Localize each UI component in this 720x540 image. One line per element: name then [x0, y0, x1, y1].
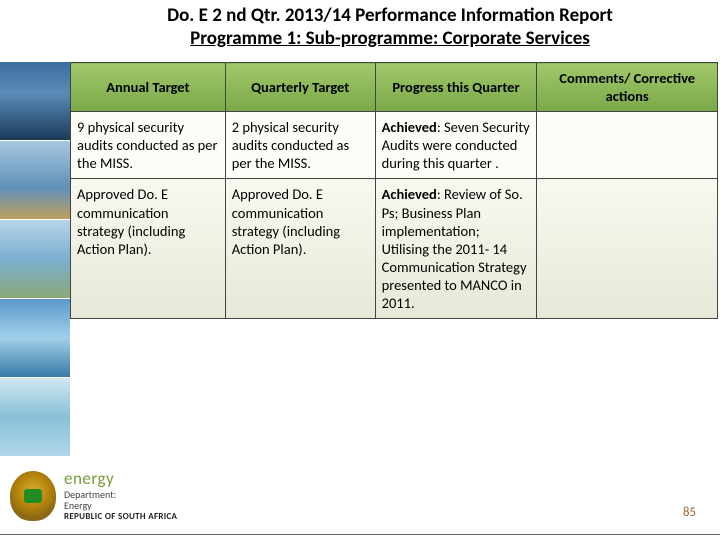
table-header-row: Annual Target Quarterly Target Progress … — [71, 63, 718, 112]
department-name: Energy — [64, 500, 177, 512]
sidebar-image-powerlines — [0, 141, 70, 220]
cell-quarterly: Approved Do. E communication strategy (i… — [225, 179, 375, 319]
cell-comments — [537, 112, 718, 179]
progress-achieved-label: Achieved — [382, 185, 437, 203]
sidebar-image-cflbulb — [0, 378, 70, 457]
cell-comments — [537, 179, 718, 319]
col-comments: Comments/ Corrective actions — [537, 63, 718, 112]
sidebar-image-solar — [0, 62, 70, 141]
progress-achieved-label: Achieved — [382, 118, 437, 136]
cell-quarterly: 2 physical security audits conducted as … — [225, 112, 375, 179]
image-sidebar — [0, 62, 70, 457]
table-row: 9 physical security audits conducted as … — [71, 112, 718, 179]
footer-logo: energy Department: Energy REPUBLIC OF SO… — [10, 469, 177, 522]
title-line1: Do. E 2 nd Qtr. 2013/14 Performance Info… — [90, 4, 690, 27]
department-text: energy Department: Energy REPUBLIC OF SO… — [64, 469, 177, 522]
country-label: REPUBLIC OF SOUTH AFRICA — [64, 512, 177, 522]
performance-table: Annual Target Quarterly Target Progress … — [70, 62, 718, 319]
col-annual-target: Annual Target — [71, 63, 226, 112]
title-line2: Programme 1: Sub-programme: Corporate Se… — [90, 27, 690, 50]
slide-title: Do. E 2 nd Qtr. 2013/14 Performance Info… — [90, 4, 690, 50]
cell-progress: Achieved: Seven Security Audits were con… — [375, 112, 537, 179]
energy-wordmark: energy — [64, 469, 177, 489]
cell-annual: Approved Do. E communication strategy (i… — [71, 179, 226, 319]
sidebar-image-wave — [0, 299, 70, 378]
col-progress: Progress this Quarter — [375, 63, 537, 112]
progress-body: : Review of So. Ps; Business Plan implem… — [382, 185, 527, 312]
page-number: 85 — [683, 505, 696, 520]
table-row: Approved Do. E communication strategy (i… — [71, 179, 718, 319]
sidebar-image-windturbine — [0, 220, 70, 299]
cell-annual: 9 physical security audits conducted as … — [71, 112, 226, 179]
col-quarterly-target: Quarterly Target — [225, 63, 375, 112]
cell-progress: Achieved: Review of So. Ps; Business Pla… — [375, 179, 537, 319]
coat-of-arms-icon — [10, 471, 56, 521]
bottom-divider — [0, 534, 720, 535]
